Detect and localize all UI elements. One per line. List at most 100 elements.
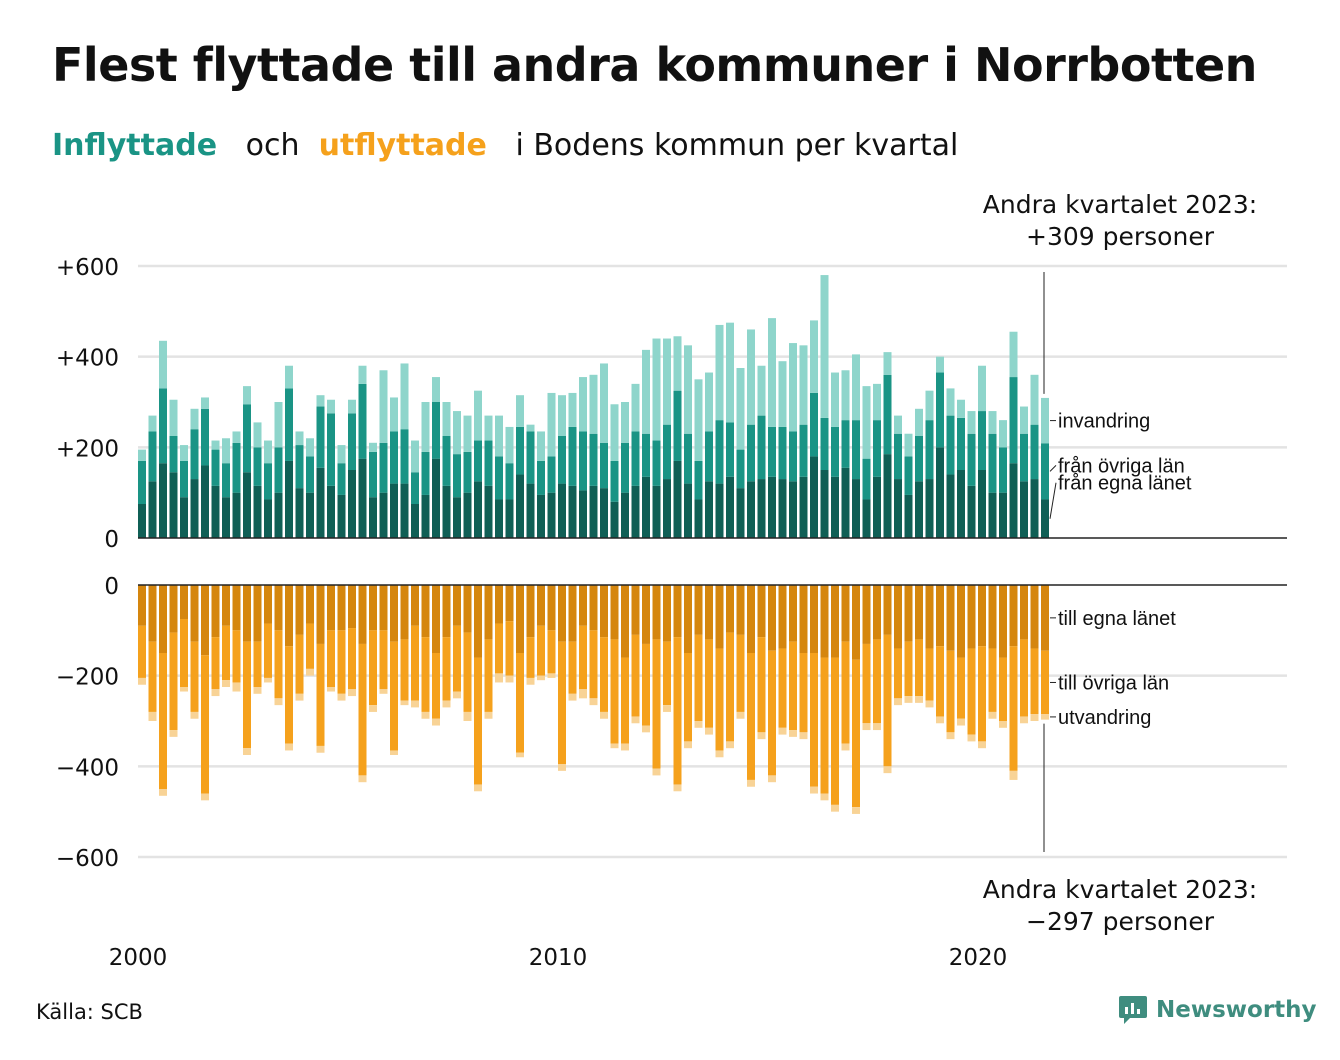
bar-in-immigration [474,390,482,441]
bar-out-own [642,585,650,644]
bar-in-own [379,492,388,538]
bar-in-immigration [211,440,220,450]
source-note: Källa: SCB [36,1000,143,1024]
bar-out-other [705,639,713,728]
bar-out-other [642,643,650,726]
bar-in-other [411,472,419,504]
bar-out-other [138,625,146,678]
bar-in-immigration [148,415,157,432]
bar-in-immigration [348,399,356,414]
bar-in-other [862,458,871,500]
axes [138,537,1287,586]
bar-in-other [222,463,230,498]
bar-out-other [495,623,503,674]
bar-in-immigration [484,415,493,441]
bar-out-other [852,659,860,808]
bar-out-emigration [852,807,860,814]
bar-in-immigration [411,440,419,473]
bar-in-own [568,485,577,538]
bar-in-own [852,479,860,538]
bar-out-emigration [348,689,356,697]
bar-out-other [442,637,451,701]
bar-out-emigration [673,784,682,792]
bar-in-own [337,494,346,538]
bar-out-own [526,585,535,638]
bar-in-own [873,476,881,538]
bar-out-other [516,653,524,753]
bar-out-other [663,641,671,706]
bar-in-own [978,470,986,538]
bar-out-emigration [841,743,850,751]
bar-out-emigration [495,673,503,683]
bar-in-other [484,440,493,486]
bar-out-other [883,634,892,767]
bar-in-other [369,451,377,498]
bar-in-immigration [337,445,346,464]
bar-out-own [1041,585,1049,651]
y-tick-label-top: +200 [56,436,119,462]
bar-out-emigration [190,711,199,719]
bar-out-other [600,637,608,712]
bar-out-emigration [568,693,577,701]
bar-out-own [453,585,461,626]
bar-out-emigration [663,705,671,712]
bar-out-own [946,585,955,651]
bar-in-other [274,447,283,493]
bar-in-immigration [957,399,965,418]
bar-in-other [400,429,409,484]
series-label-tick [1049,482,1057,519]
bar-in-other [726,422,734,477]
bar-out-other [820,657,829,794]
bar-in-other [631,431,640,486]
bar-out-other [684,653,692,742]
bar-out-emigration [999,721,1007,728]
bar-in-own [894,479,902,538]
bar-out-emigration [547,673,556,678]
bar-in-immigration [180,445,188,461]
bar-out-own [568,585,577,642]
bar-in-other [243,404,251,473]
bar-out-other [736,634,745,712]
bar-in-other [1030,424,1039,480]
bar-out-other [358,643,367,776]
bar-out-other [180,619,188,687]
bar-in-own [201,465,209,538]
bar-in-own [274,492,283,538]
bar-out-own [1009,585,1018,647]
bar-out-emigration [736,711,745,719]
bar-out-own [610,585,619,640]
bar-out-own [516,585,524,653]
bar-out-other [390,641,398,751]
bar-in-immigration [862,386,871,459]
bar-in-own [537,494,545,538]
bar-in-own [715,483,724,538]
bar-out-own [558,585,566,642]
series-label: till egna länet [1058,608,1176,630]
subtitle-utflyttade: utflyttade [318,128,487,163]
bar-in-other [936,372,944,448]
y-tick-label-top: +400 [56,346,119,372]
bar-in-own [474,481,482,538]
bar-out-other [925,648,934,701]
bar-out-own [684,585,692,653]
bar-in-other [946,415,955,475]
bar-out-emigration [411,700,419,708]
series-label: från egna länet [1058,473,1192,495]
bar-in-own [295,488,304,538]
bar-in-own [694,499,703,538]
bar-in-other [379,442,388,493]
bar-out-own [925,585,934,649]
bar-in-own [967,485,976,538]
bar-in-own [988,492,997,538]
bar-in-own [579,490,587,538]
bar-out-other [978,646,986,742]
bar-in-own [316,467,325,538]
bar-in-own [358,458,367,538]
bar-in-immigration [453,411,461,455]
bar-out-own [747,585,755,653]
bar-out-emigration [148,711,157,721]
bar-out-emigration [705,727,713,735]
bar-out-other [936,646,944,717]
bar-in-immigration [820,275,829,418]
bar-out-other [148,641,157,712]
